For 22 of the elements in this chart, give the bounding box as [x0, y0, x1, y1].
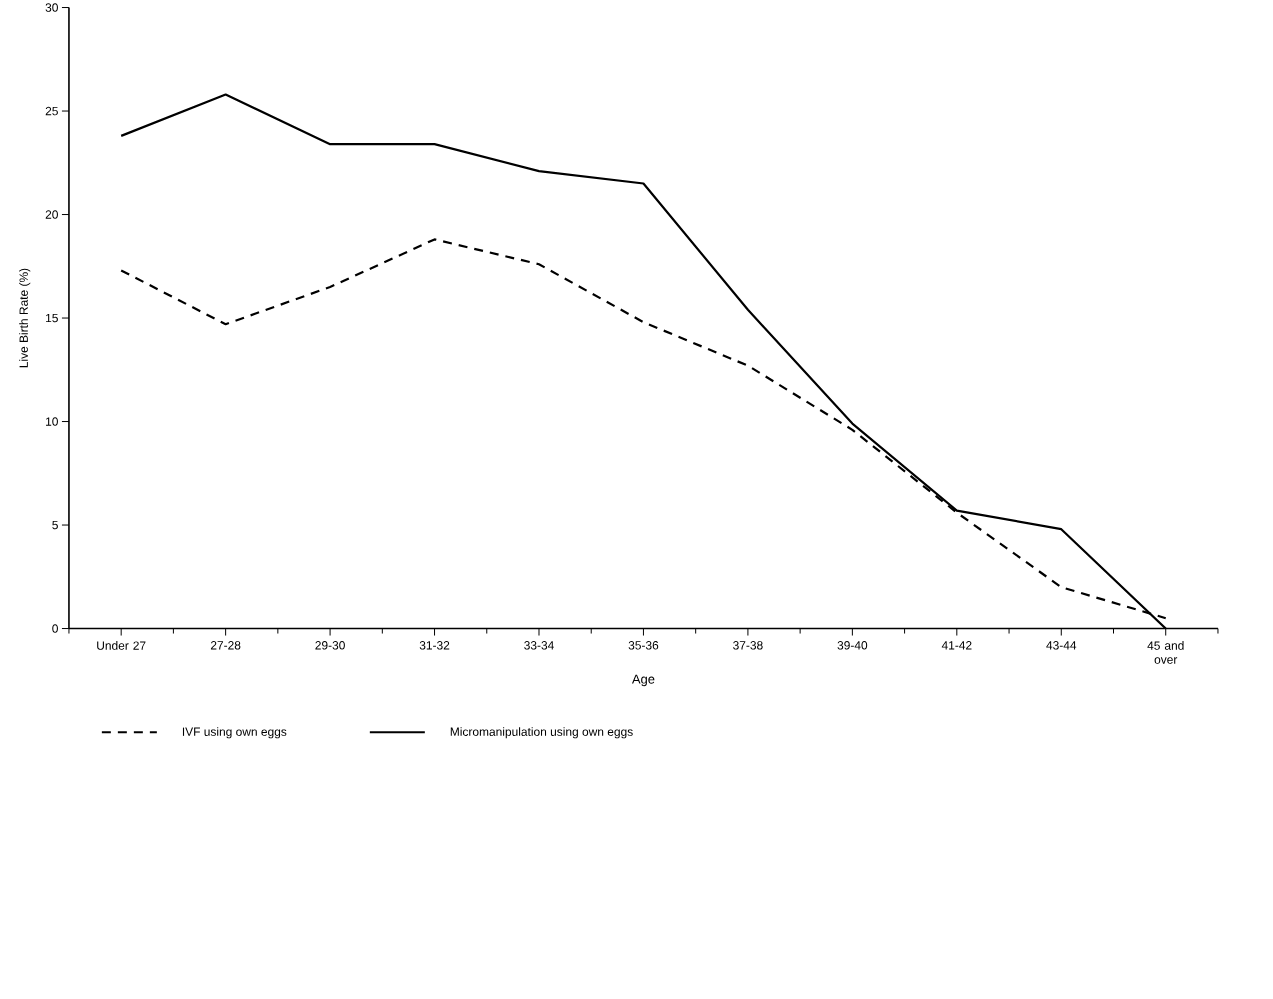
x-tick-label: 31-32	[419, 641, 450, 650]
y-axis-title: Live Birth Rate (%)	[19, 268, 31, 368]
y-tick-label: 20	[45, 210, 58, 219]
x-tick-label: 29-30	[315, 641, 345, 650]
y-tick-label: 5	[52, 520, 58, 530]
x-tick-label: 39-40	[837, 641, 868, 650]
x-tick-label: 37-38	[733, 641, 763, 650]
x-tick-label: 41-42	[941, 641, 972, 650]
x-tick-label: 45 and over	[1147, 641, 1184, 664]
x-tick-label: 33-34	[524, 641, 554, 650]
y-tick-label: 15	[46, 313, 58, 323]
x-tick-label: 35-36	[628, 641, 659, 650]
y-tick-label: 0	[52, 624, 58, 633]
x-tick-label: Under 27	[97, 641, 146, 650]
x-tick-label: 43-44	[1046, 641, 1077, 650]
y-tick-label: 10	[46, 417, 58, 426]
x-axis-title: Age	[631, 674, 655, 687]
legend-label: IVF using own eggs	[182, 727, 287, 739]
legend-label: Micromanipulation using own eggs	[450, 727, 633, 739]
x-tick-label: 27-28	[210, 641, 241, 650]
y-tick-label: 25	[45, 106, 58, 116]
y-tick-label: 30	[45, 3, 58, 12]
